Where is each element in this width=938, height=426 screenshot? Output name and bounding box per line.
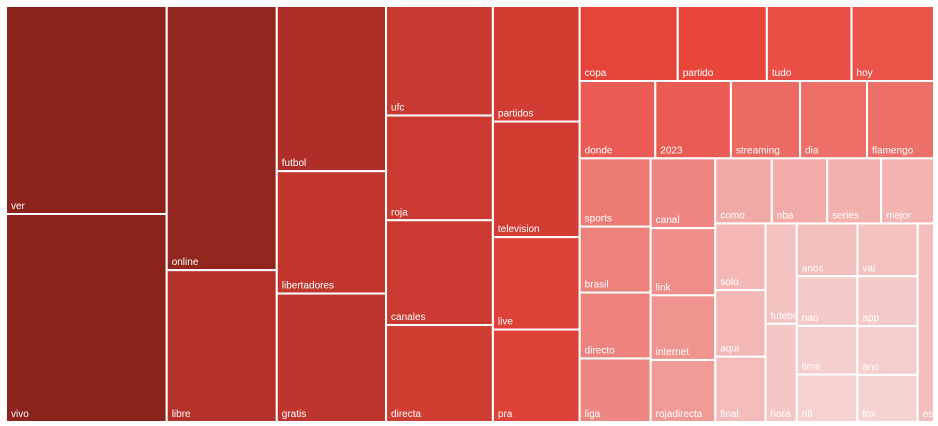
tile-directa: [385, 324, 494, 423]
treemap-tiles: ver vivo online libre futbol libertadores grat…: [5, 5, 938, 424]
tile-label-vivo: vivo: [11, 409, 29, 420]
tile-label-tudo: tudo: [772, 68, 792, 79]
tile-libertadores: [275, 170, 388, 295]
tile-label-partido: partido: [683, 68, 714, 79]
tile-label-ver: ver: [11, 201, 26, 212]
tile-live: [491, 236, 581, 331]
tile-label-brasil: brasil: [585, 280, 609, 291]
tile-anos: [795, 222, 859, 278]
tile-label-futebol: futebol: [770, 311, 800, 322]
tile-fox: [856, 373, 919, 423]
tile-label-fox: fox: [862, 409, 875, 420]
tile-flamengo: [866, 79, 935, 160]
tile-canales: [385, 219, 494, 327]
tile-label-live: live: [498, 317, 513, 328]
tile-label-series: series: [832, 210, 859, 221]
tile-label-directo: directo: [585, 345, 615, 356]
tile-series: [826, 157, 883, 225]
tile-label-internet: internet: [656, 347, 690, 358]
tile-label-streaming: streaming: [736, 145, 780, 156]
tile-label-sports: sports: [585, 214, 612, 225]
tile-label-libertadores: libertadores: [282, 281, 334, 292]
tile-pra: [491, 328, 581, 423]
tile-label-futbol: futbol: [282, 158, 306, 169]
tile-libre: [165, 269, 278, 423]
tile-como: [714, 157, 773, 225]
tile-hora: [764, 322, 798, 423]
tile-label-vai: vai: [863, 263, 876, 274]
tile-label-solo: solo: [720, 277, 739, 288]
tile-label-aqui: aqui: [720, 344, 739, 355]
tile-label-ufc: ufc: [391, 102, 404, 113]
tile-label-canal: canal: [656, 215, 680, 226]
tile-nba: [770, 157, 829, 225]
tile-rojadirecta: [649, 358, 717, 423]
tile-label-gratis: gratis: [282, 409, 306, 420]
tile-app: [856, 275, 919, 328]
tile-label-liga: liga: [585, 409, 601, 420]
tile-label-app: app: [862, 313, 879, 324]
tile-dia: [799, 79, 869, 160]
tile-label-pra: pra: [498, 409, 513, 420]
tile-label-link: link: [656, 282, 672, 293]
tile-label-online: online: [172, 257, 199, 268]
tile-label-2023: 2023: [660, 145, 683, 156]
tile-canal: [649, 157, 717, 230]
tile-2023: [654, 79, 732, 160]
tile-espn: [916, 222, 936, 423]
tile-television: [491, 120, 581, 239]
tile-label-nao: nao: [802, 313, 819, 324]
tile-label-flamengo: flamengo: [872, 145, 914, 156]
tile-futebol: [764, 222, 798, 325]
tile-label-espn: espn: [923, 409, 938, 420]
tile-label-dia: dia: [805, 145, 819, 156]
tile-directo: [578, 291, 652, 360]
tile-link: [649, 227, 717, 297]
tile-label-nba: nba: [777, 210, 794, 221]
tile-label-roja: roja: [391, 207, 408, 218]
tile-vai: [856, 222, 919, 278]
tile-partidos: [491, 5, 581, 123]
tile-vivo: [5, 213, 168, 423]
tile-label-partidos: partidos: [498, 109, 534, 120]
tile-label-copa: copa: [585, 68, 607, 79]
tile-label-nfl: nfl: [802, 409, 813, 420]
tile-sports: [578, 157, 652, 228]
tile-label-hoy: hoy: [857, 68, 873, 79]
tile-label-rojadirecta: rojadirecta: [656, 409, 703, 420]
tile-label-como: como: [720, 210, 745, 221]
tile-label-ano: ano: [862, 362, 879, 373]
tile-roja: [385, 114, 494, 222]
tile-futbol: [275, 5, 388, 173]
tile-gratis: [275, 292, 388, 423]
tile-ufc: [385, 5, 494, 117]
tile-label-directa: directa: [391, 409, 421, 420]
tile-label-hora: hora: [770, 409, 790, 420]
tile-label-television: television: [498, 224, 540, 235]
tile-online: [165, 5, 278, 272]
tile-label-final: final: [720, 409, 738, 420]
tile-hoy: [850, 5, 936, 82]
tile-label-time: time: [802, 362, 821, 373]
tile-ver: [5, 5, 168, 215]
tile-mejor: [880, 157, 936, 225]
tile-label-mejor: mejor: [886, 210, 912, 221]
tile-label-canales: canales: [391, 312, 425, 323]
tile-label-donde: donde: [585, 145, 613, 156]
tile-label-libre: libre: [172, 409, 191, 420]
tile-label-anos: anos: [802, 263, 824, 274]
